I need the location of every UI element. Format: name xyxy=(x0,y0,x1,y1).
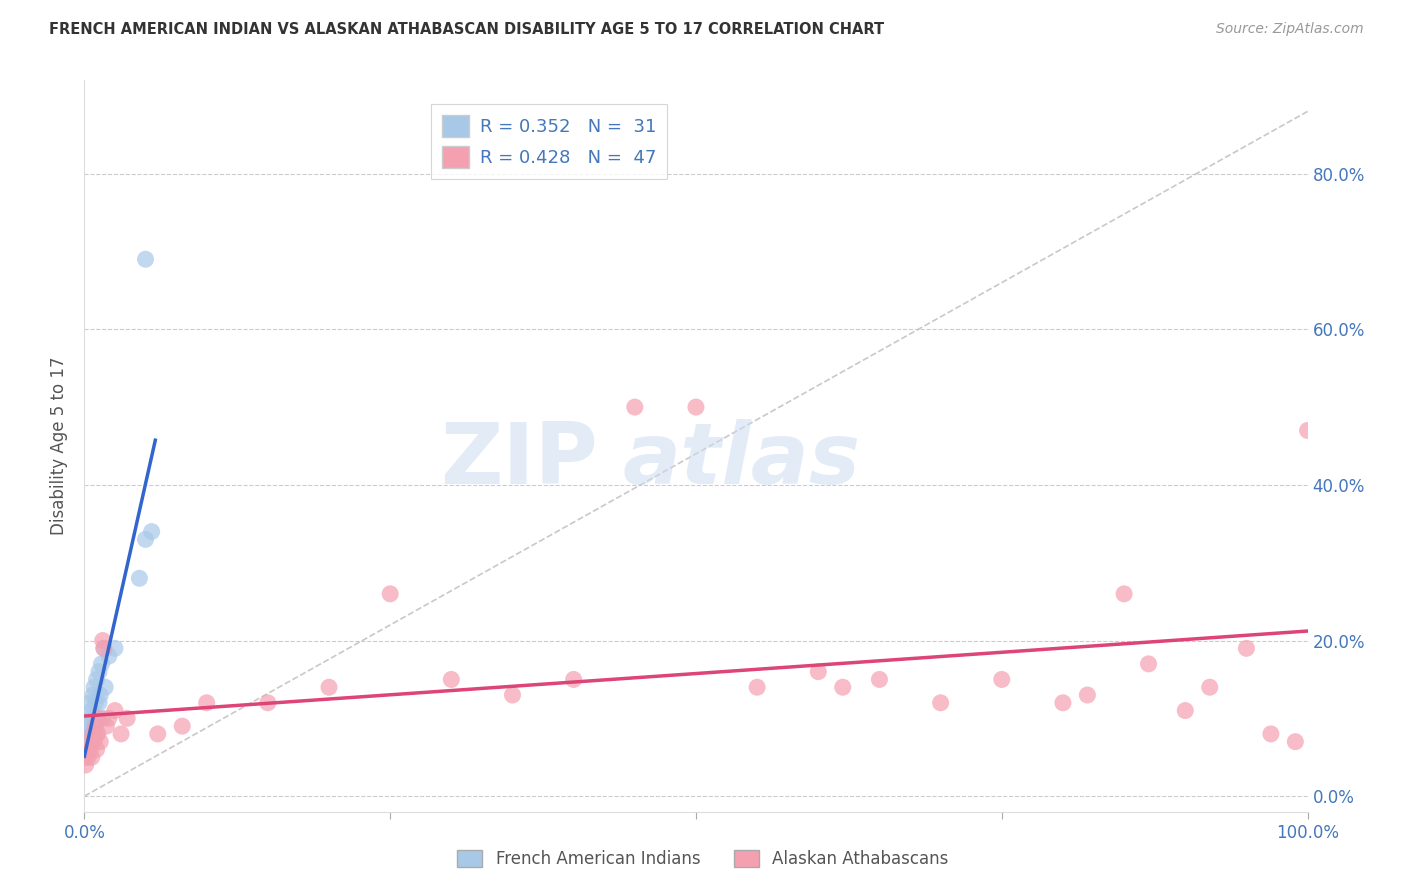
Point xyxy=(1260,727,1282,741)
Point xyxy=(380,587,402,601)
Point xyxy=(91,633,114,648)
Point xyxy=(104,704,127,718)
Point xyxy=(128,571,150,585)
Point xyxy=(93,641,115,656)
Text: Source: ZipAtlas.com: Source: ZipAtlas.com xyxy=(1216,22,1364,37)
Point xyxy=(624,400,647,414)
Point xyxy=(87,696,110,710)
Point xyxy=(77,750,100,764)
Point xyxy=(94,680,117,694)
Text: FRENCH AMERICAN INDIAN VS ALASKAN ATHABASCAN DISABILITY AGE 5 TO 17 CORRELATION : FRENCH AMERICAN INDIAN VS ALASKAN ATHABA… xyxy=(49,22,884,37)
Point xyxy=(172,719,194,733)
Point xyxy=(146,727,169,741)
Text: atlas: atlas xyxy=(623,419,860,502)
Point xyxy=(502,688,524,702)
Point xyxy=(97,711,120,725)
Point xyxy=(79,742,101,756)
Point xyxy=(257,696,280,710)
Point xyxy=(87,727,110,741)
Point xyxy=(75,758,97,772)
Point xyxy=(1052,696,1074,710)
Point xyxy=(75,750,97,764)
Point xyxy=(77,719,100,733)
Point xyxy=(747,680,769,694)
Point xyxy=(84,696,107,710)
Point xyxy=(1114,587,1136,601)
Point xyxy=(84,719,107,733)
Point xyxy=(1236,641,1258,656)
Point xyxy=(83,680,105,694)
Point xyxy=(79,711,101,725)
Point xyxy=(87,665,110,679)
Point xyxy=(135,252,157,267)
Point xyxy=(1296,424,1319,438)
Point xyxy=(87,711,110,725)
Point xyxy=(79,734,101,748)
Point xyxy=(1198,680,1220,694)
Point xyxy=(135,533,157,547)
Y-axis label: Disability Age 5 to 17: Disability Age 5 to 17 xyxy=(51,357,69,535)
Point xyxy=(77,734,100,748)
Point xyxy=(80,727,103,741)
Point xyxy=(685,400,707,414)
Point xyxy=(80,704,103,718)
Point xyxy=(110,727,132,741)
Point xyxy=(90,657,112,671)
Legend: R = 0.352   N =  31, R = 0.428   N =  47: R = 0.352 N = 31, R = 0.428 N = 47 xyxy=(432,104,668,178)
Point xyxy=(104,641,127,656)
Point xyxy=(1174,704,1197,718)
Point xyxy=(1284,734,1306,748)
Point xyxy=(562,673,585,687)
Point xyxy=(80,750,103,764)
Point xyxy=(96,719,118,733)
Point xyxy=(929,696,952,710)
Text: ZIP: ZIP xyxy=(440,419,598,502)
Point xyxy=(83,711,105,725)
Point xyxy=(77,696,100,710)
Point xyxy=(1076,688,1098,702)
Point xyxy=(869,673,891,687)
Point xyxy=(77,742,100,756)
Point xyxy=(89,688,111,702)
Point xyxy=(97,649,120,664)
Point xyxy=(82,727,104,741)
Point xyxy=(86,673,108,687)
Point xyxy=(86,742,108,756)
Legend: French American Indians, Alaskan Athabascans: French American Indians, Alaskan Athabas… xyxy=(451,843,955,875)
Point xyxy=(83,734,105,748)
Point xyxy=(87,711,110,725)
Point xyxy=(115,711,138,725)
Point xyxy=(318,680,340,694)
Point xyxy=(440,673,463,687)
Point xyxy=(77,727,100,741)
Point xyxy=(89,734,111,748)
Point xyxy=(1137,657,1160,671)
Point xyxy=(82,688,104,702)
Point xyxy=(86,727,108,741)
Point xyxy=(82,719,104,733)
Point xyxy=(76,734,98,748)
Point xyxy=(831,680,853,694)
Point xyxy=(91,711,114,725)
Point xyxy=(141,524,163,539)
Point xyxy=(93,641,115,656)
Point xyxy=(991,673,1014,687)
Point xyxy=(76,742,98,756)
Point xyxy=(807,665,830,679)
Point xyxy=(195,696,218,710)
